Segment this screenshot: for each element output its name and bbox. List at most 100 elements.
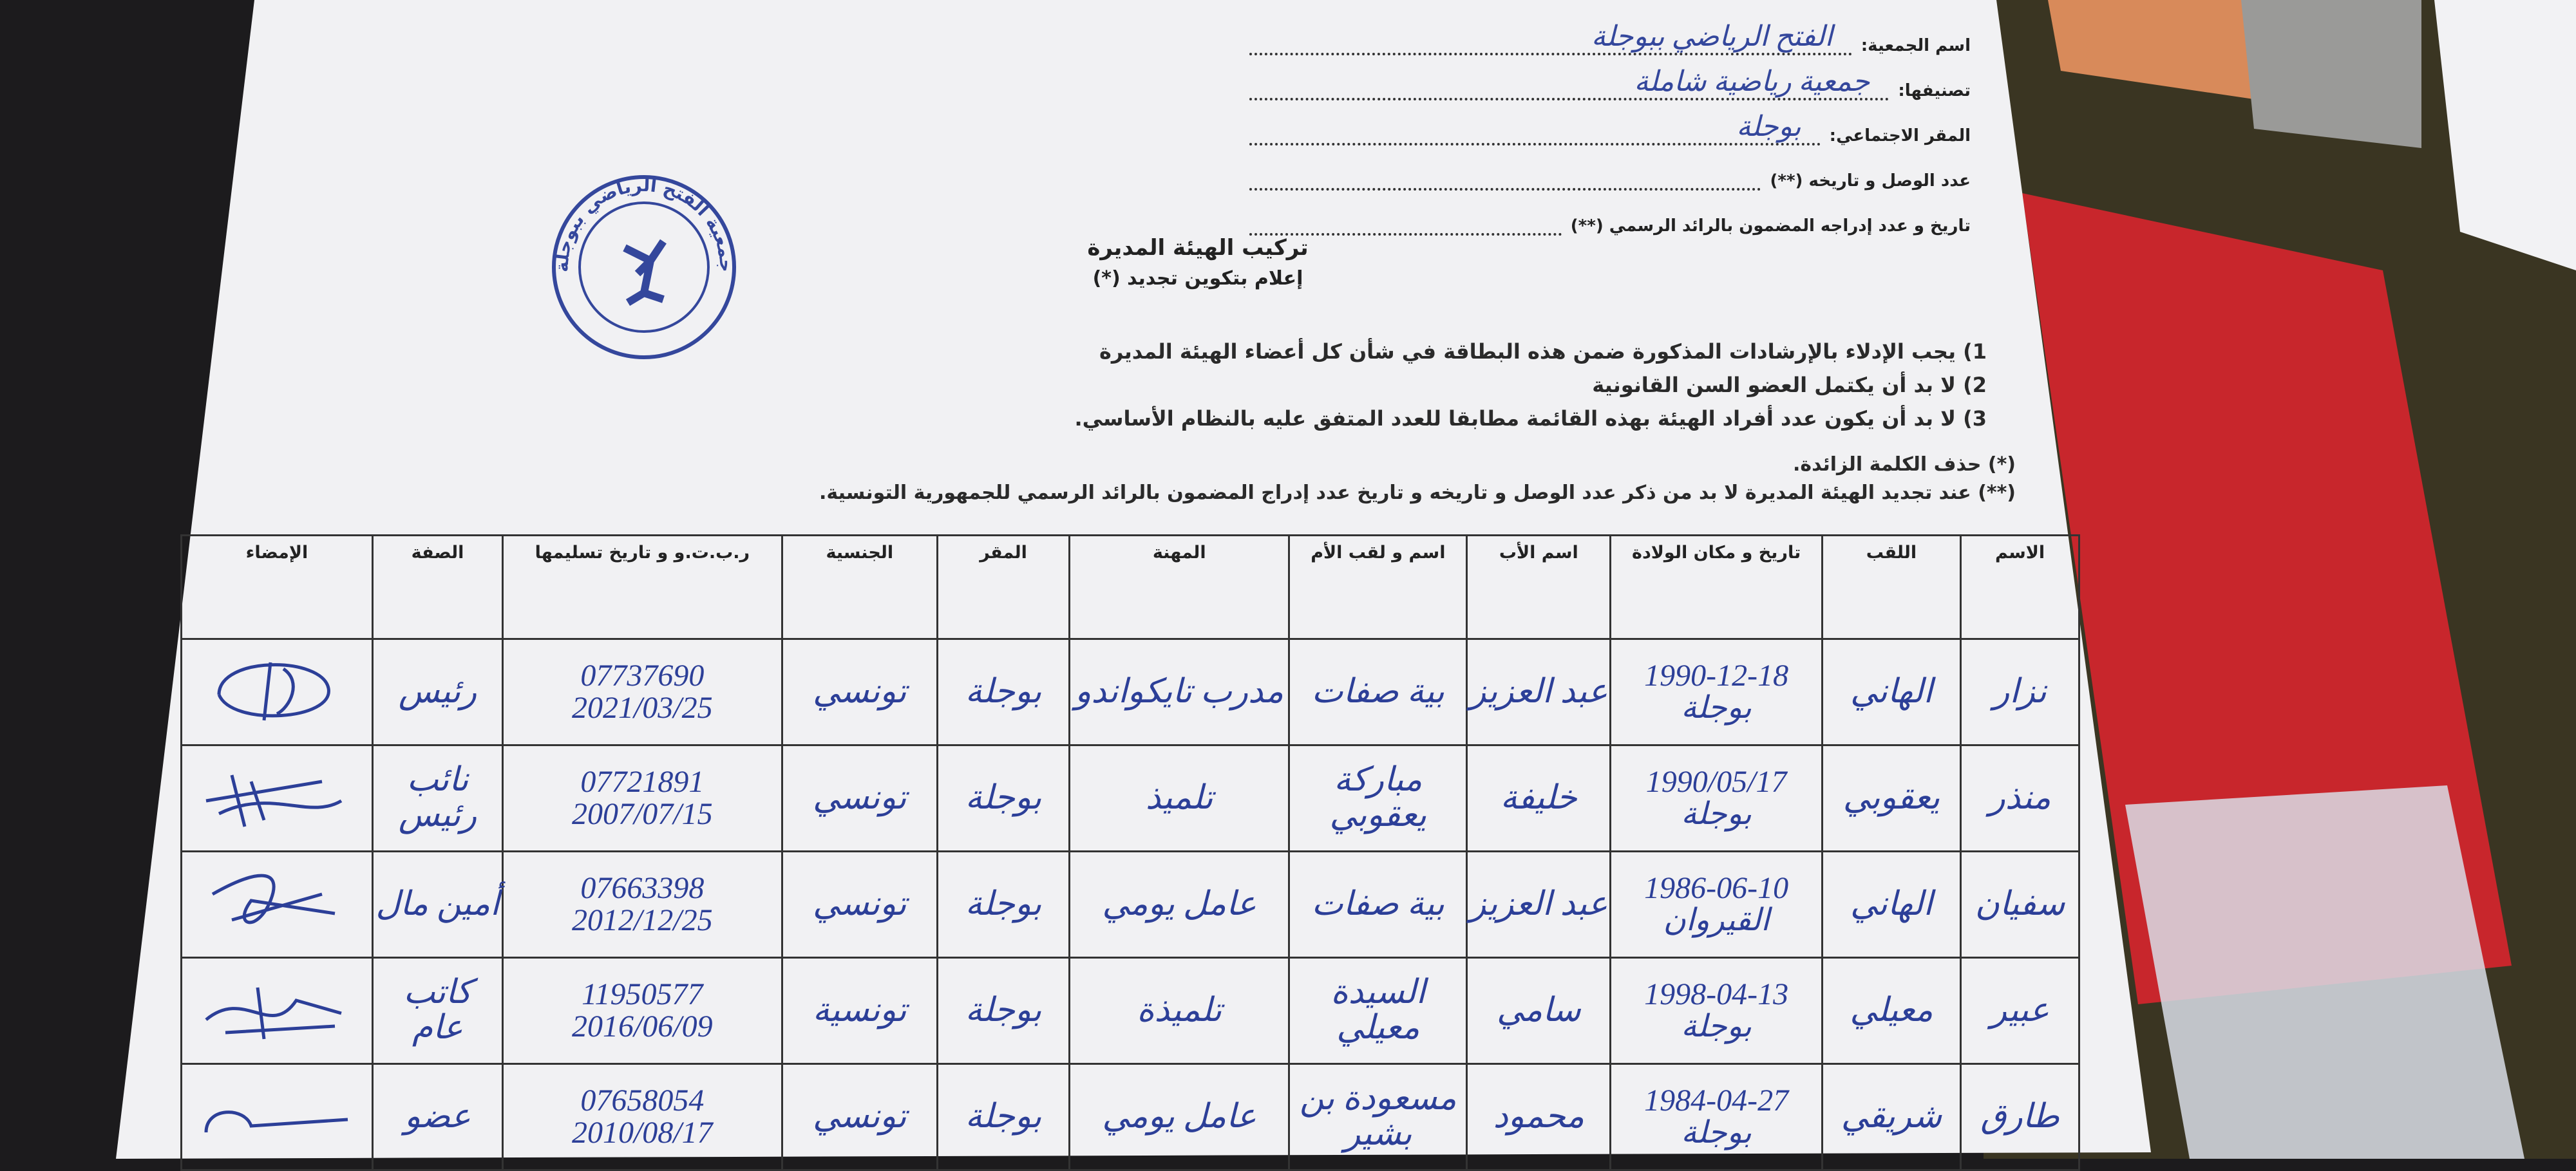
table-cell: نزار xyxy=(1960,638,2080,746)
table-cell: 07737690 2021/03/25 xyxy=(502,638,783,746)
table-row: طارق شريقي 1984-04-27 بوجلة محمود مسعودة بن ب… xyxy=(180,1063,2080,1171)
table-cell: خليفة xyxy=(1466,744,1612,852)
table-cell: طارق xyxy=(1960,1063,2080,1171)
table-cell: سامي xyxy=(1466,957,1612,1065)
signature xyxy=(204,1110,348,1133)
table-row: عبير معيلي 1998-04-13 بوجلة سامي السيدة معيلي… xyxy=(180,957,2080,1065)
column-header: اللقب xyxy=(1821,534,1962,640)
signature xyxy=(205,774,343,827)
table-cell: الهاني xyxy=(1821,638,1962,746)
table-cell: مدرب تايكواندو xyxy=(1068,638,1291,746)
table-cell: تونسي xyxy=(781,638,939,746)
field-label: تصنيفها: xyxy=(1898,81,1971,100)
stamp-figure xyxy=(623,239,667,306)
form-title: تركيب الهيئة المديرة xyxy=(1087,235,1309,261)
header-field: اسم الجمعية: الفتح الرياضي ببوجلة xyxy=(1249,19,1971,55)
table-cell: بوجلة xyxy=(936,638,1070,746)
members-table: الاسم اللقب تاريخ و مكان الولادة اسم الأب اس… xyxy=(180,534,2080,1171)
table-cell: 07721891 2007/07/15 xyxy=(502,744,783,852)
stamp-ring xyxy=(552,175,736,359)
header-field: المقر الاجتماعي: بوجلة xyxy=(1249,109,1971,145)
table-cell: عضو xyxy=(371,1063,504,1171)
cell-line: 1990-12-18 xyxy=(1644,658,1789,693)
white-paper xyxy=(2434,0,2576,270)
cell-line: القيروان xyxy=(1663,903,1770,937)
column-header: المقر xyxy=(936,534,1070,640)
field-value: جمعية رياضية شاملة xyxy=(1249,66,1889,100)
signature xyxy=(217,662,330,721)
plastic-sleeve xyxy=(2125,785,2524,1159)
cell-line: 1990/05/17 xyxy=(1645,764,1787,799)
stamp-ring xyxy=(578,201,710,333)
signature-cell xyxy=(180,1063,374,1171)
table-cell: منذر xyxy=(1960,744,2080,852)
field-label: اسم الجمعية: xyxy=(1861,36,1971,55)
table-cell: بوجلة xyxy=(936,957,1070,1065)
table-cell: السيدة معيلي xyxy=(1288,957,1468,1065)
column-header: ر.ب.ت.و و تاريخ تسليمها xyxy=(502,534,783,640)
table-cell: 1990/05/17 بوجلة xyxy=(1609,744,1823,852)
field-value: بوجلة xyxy=(1249,111,1821,145)
table-cell: معيلي xyxy=(1821,957,1962,1065)
instruction: 2) لا بد أن يكتمل العضو السن القانونية xyxy=(1592,373,1987,397)
table-cell: 1984-04-27 بوجلة xyxy=(1609,1063,1823,1171)
cell-line: 07658054 xyxy=(580,1083,705,1118)
table-body: نزار الهاني 1990-12-18 بوجلة عبد العزيز بية ص… xyxy=(180,638,2080,1171)
table-cell: تونسي xyxy=(781,744,939,852)
table-cell: مباركة يعقوبي xyxy=(1288,744,1468,852)
cell-line: 1998-04-13 xyxy=(1644,977,1789,1011)
cell-line: 2007/07/15 xyxy=(571,797,713,831)
column-header: اسم الأب xyxy=(1466,534,1612,640)
field-value xyxy=(1249,207,1562,236)
signature-stroke xyxy=(205,774,343,827)
table-cell: بوجلة xyxy=(936,850,1070,959)
table-cell: بوجلة xyxy=(936,744,1070,852)
cell-line: 1984-04-27 xyxy=(1644,1083,1789,1118)
signature-cell xyxy=(180,850,374,959)
orange-paper xyxy=(2048,0,2293,103)
cell-line: 2012/12/25 xyxy=(571,903,713,937)
table-cell: 07658054 2010/08/17 xyxy=(502,1063,783,1171)
note: (**) عند تجديد الهيئة المديرة لا بد من ذ… xyxy=(819,482,2016,504)
field-label: تاريخ و عدد إدراجه المضمون بالرائد الرسم… xyxy=(1570,216,1971,236)
header-field: تصنيفها: جمعية رياضية شاملة xyxy=(1249,64,1971,100)
signature-stroke xyxy=(204,1110,348,1133)
table-cell: بية صفات xyxy=(1288,638,1468,746)
table-cell: تلميذة xyxy=(1068,957,1291,1065)
column-header: الإمضاء xyxy=(180,534,374,640)
column-header: الصفة xyxy=(371,534,504,640)
cell-line: 07663398 xyxy=(580,870,705,905)
table-cell: تلميذ xyxy=(1068,744,1291,852)
table-cell: عبد العزيز xyxy=(1466,850,1612,959)
table-cell: عامل يومي xyxy=(1068,850,1291,959)
column-header: اسم و لقب الأم xyxy=(1288,534,1468,640)
table-cell: نائب رئيس xyxy=(371,744,504,852)
cell-line: بوجلة xyxy=(1681,797,1752,831)
header-row: الاسم اللقب تاريخ و مكان الولادة اسم الأب اس… xyxy=(180,534,2080,640)
table-cell: شريقي xyxy=(1821,1063,1962,1171)
column-header: الاسم xyxy=(1960,534,2080,640)
cell-line: 07721891 xyxy=(580,764,705,799)
table-cell: رئيس xyxy=(371,638,504,746)
table-cell: عامل يومي xyxy=(1068,1063,1291,1171)
field-label: عدد الوصل و تاريخه (**) xyxy=(1770,171,1971,191)
signature-cell xyxy=(180,957,374,1065)
signature xyxy=(205,987,342,1040)
signature-cell xyxy=(180,744,374,852)
table-cell: محمود xyxy=(1466,1063,1612,1171)
cell-line: 2021/03/25 xyxy=(571,691,713,725)
table-cell: 1998-04-13 بوجلة xyxy=(1609,957,1823,1065)
table-cell: 07663398 2012/12/25 xyxy=(502,850,783,959)
table-row: منذر يعقوبي 1990/05/17 بوجلة خليفة مباركة يعق… xyxy=(180,744,2080,852)
table-cell: مسعودة بن بشير xyxy=(1288,1063,1468,1171)
table-cell: تونسي xyxy=(781,1063,939,1171)
form-subtitle: إعلام بتكوين تجديد (*) xyxy=(1092,267,1303,290)
table-cell: أمين مال xyxy=(371,850,504,959)
cell-line: 07737690 xyxy=(580,658,705,693)
field-value: الفتح الرياضي ببوجلة xyxy=(1249,21,1852,55)
table-cell: عبد العزيز xyxy=(1466,638,1612,746)
cell-line: 2016/06/09 xyxy=(571,1009,713,1044)
table-cell: 1990-12-18 بوجلة xyxy=(1609,638,1823,746)
header-fields: اسم الجمعية: الفتح الرياضي ببوجلة تصنيفها:… xyxy=(1249,19,1971,236)
notes: (*) حذف الكلمة الزائدة. (**) عند تجديد ال… xyxy=(819,451,2016,507)
